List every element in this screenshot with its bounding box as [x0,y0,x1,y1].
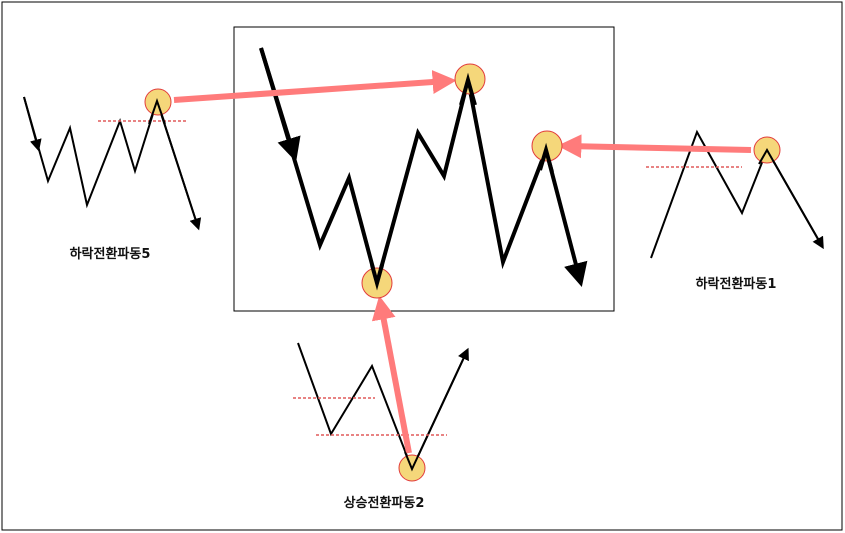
highlight-circles [144,63,781,482]
label-right-wave: 하락전환파동1 [696,276,777,292]
arrow-left-to-center [173,70,457,103]
left-wave [23,96,202,231]
bottom-wave [293,342,469,472]
arrow-bottom-to-center [371,295,412,454]
right-wave [646,129,824,259]
center-box [233,26,615,312]
tip-overlays [148,72,776,472]
arrow-right-to-center [557,134,752,159]
label-left-wave: 하락전환파동5 [70,246,151,262]
connector-arrows [173,70,752,454]
label-bottom-wave: 상승전환파동2 [344,495,425,511]
